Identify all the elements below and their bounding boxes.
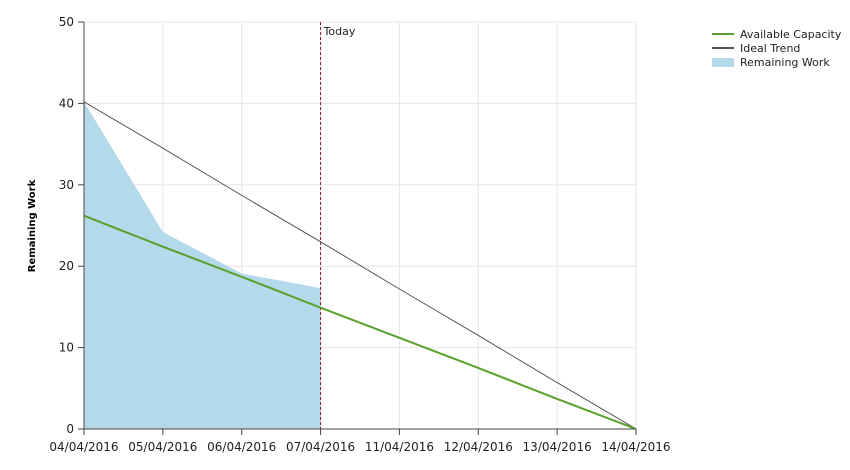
available-capacity-line [83,214,637,430]
legend-item-available-capacity: Available Capacity [712,27,841,41]
legend-swatch-available-capacity [712,33,734,35]
axes [83,22,636,430]
x-tick-label: 14/04/2016 [601,440,670,454]
y-axis-title: Remaining Work [27,179,38,272]
x-tick-label: 12/04/2016 [444,440,513,454]
legend-label-available-capacity: Available Capacity [740,27,842,41]
legend-item-ideal-trend: Ideal Trend [712,41,841,55]
y-tick-label: 40 [59,96,74,110]
legend-swatch-remaining-work [712,57,734,67]
x-tick-label: 05/04/2016 [128,440,197,454]
y-tick-label: 30 [59,178,74,192]
ideal-trend-line [83,101,637,430]
legend-swatch-ideal-trend [712,47,734,49]
legend: Available Capacity Ideal Trend Remaining… [712,27,841,69]
legend-item-remaining-work: Remaining Work [712,55,841,69]
x-axis-ticks: 04/04/2016 05/04/2016 06/04/2016 07/04/2016… [49,429,671,454]
x-tick-label: 04/04/2016 [49,440,118,454]
y-tick-label: 10 [59,341,74,355]
y-tick-label: 50 [59,15,74,29]
x-tick-label: 07/04/2016 [286,440,355,454]
x-tick-label: 06/04/2016 [207,440,276,454]
y-tick-label: 20 [59,259,74,273]
y-tick-label: 0 [66,422,74,436]
x-tick-label: 11/04/2016 [365,440,434,454]
remaining-work-area [84,101,321,429]
x-tick-label: 13/04/2016 [523,440,592,454]
legend-label-ideal-trend: Ideal Trend [740,41,801,55]
y-axis-ticks: 0 10 20 30 40 50 [59,15,84,436]
legend-label-remaining-work: Remaining Work [740,55,830,69]
today-label: Today [323,25,356,38]
